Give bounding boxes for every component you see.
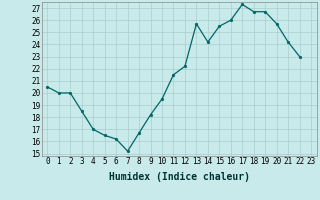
- X-axis label: Humidex (Indice chaleur): Humidex (Indice chaleur): [109, 172, 250, 182]
